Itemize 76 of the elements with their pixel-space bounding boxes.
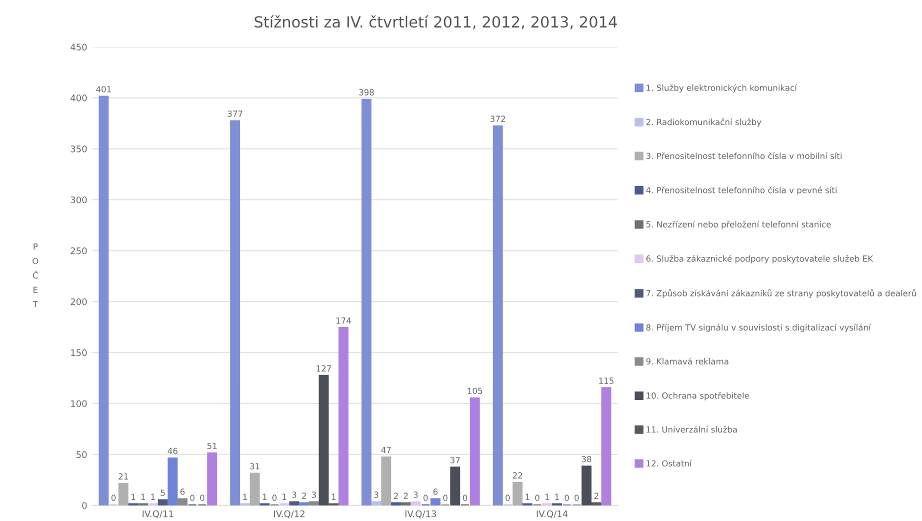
y-tick-label: 100 xyxy=(71,400,87,408)
data-label: 47 xyxy=(381,446,391,453)
data-label: 0 xyxy=(190,494,194,501)
data-label: 3 xyxy=(292,492,296,498)
data-label: 22 xyxy=(512,472,522,478)
data-label: 0 xyxy=(111,494,116,501)
data-label: 127 xyxy=(316,365,332,372)
x-tick-label: IV.Q/11 xyxy=(142,510,174,518)
data-label: 31 xyxy=(250,463,260,470)
data-label: 37 xyxy=(450,456,460,464)
data-label: 6 xyxy=(433,488,438,495)
y-axis-title: POČET xyxy=(32,244,38,308)
data-label: 1 xyxy=(282,494,286,500)
legend-label: 1. Služby elektronických komunikací xyxy=(646,84,798,93)
data-label: 401 xyxy=(96,86,111,92)
data-label: 1 xyxy=(555,494,559,500)
data-label: 0 xyxy=(272,494,277,501)
data-label: 5 xyxy=(160,490,165,496)
data-label: 0 xyxy=(443,494,448,501)
legend-label: 2. Radiokomunikační služby xyxy=(646,118,762,127)
data-label: 0 xyxy=(462,494,468,501)
legend-label: 8. Příjem TV signálu v souvislosti s digitalizací vysílání xyxy=(646,324,872,332)
data-label: 2 xyxy=(302,492,306,499)
legend-label: 7. Způsob získávání zákazníků ze strany poskytovatelů a dealerů xyxy=(646,289,916,298)
data-label: 377 xyxy=(228,110,242,117)
data-label: 0 xyxy=(564,494,569,501)
data-label: 21 xyxy=(118,473,128,480)
legend-label: 3. Přenositelnost telefonního čísla v mobilní síti xyxy=(646,152,842,160)
data-label: 3 xyxy=(414,492,418,498)
y-tick-label: 450 xyxy=(70,44,87,50)
chart-title: Stížnosti za IV. čtvrtletí 2011, 2012, 2013, 2014 xyxy=(254,15,617,30)
data-label: 38 xyxy=(582,456,592,462)
y-tick-label: 50 xyxy=(76,451,87,458)
data-label: 0 xyxy=(423,494,428,501)
data-label: 115 xyxy=(599,378,614,384)
y-tick-label: 400 xyxy=(70,94,87,102)
data-label: 398 xyxy=(359,89,374,96)
legend-label: 4. Přenositelnost telefonního čísla v pevné síti xyxy=(646,186,837,195)
data-label: 1 xyxy=(151,494,155,500)
y-tick-label: 200 xyxy=(70,298,87,306)
legend-label: 10. Ochrana spotřebitele xyxy=(646,392,750,400)
data-label: 1 xyxy=(141,494,145,500)
data-label: 372 xyxy=(490,116,505,122)
legend-label: 12. Ostatní xyxy=(646,460,692,467)
legend-label: 6. Služba zákaznické podpory poskytovatele služeb EK xyxy=(646,254,874,264)
y-tick-label: 250 xyxy=(70,247,87,254)
data-label: 1 xyxy=(262,494,267,500)
legend-label: 9. Klamavá reklama xyxy=(646,358,728,364)
x-tick-label: IV.Q/12 xyxy=(274,510,304,518)
data-label: 105 xyxy=(468,388,482,394)
data-label: 51 xyxy=(207,442,217,450)
data-label: 2 xyxy=(404,492,408,499)
data-label: 0 xyxy=(574,494,579,501)
y-tick-label: 350 xyxy=(70,146,87,152)
data-label: 1 xyxy=(526,494,530,500)
data-label: 0 xyxy=(506,494,510,501)
data-label: 0 xyxy=(200,494,204,501)
legend-label: 5. Nezřízení nebo přeložení telefonní stanice xyxy=(646,220,831,230)
data-label: 1 xyxy=(243,494,247,500)
data-label: 6 xyxy=(180,488,185,495)
legend-label: 11. Univerzální služba xyxy=(646,426,737,433)
y-tick-label: 300 xyxy=(70,196,87,204)
data-label: 3 xyxy=(312,492,316,498)
data-label: 1 xyxy=(545,494,549,500)
data-label: 0 xyxy=(535,494,540,501)
x-tick-label: IV.Q/13 xyxy=(405,510,436,518)
data-label: 174 xyxy=(336,318,351,324)
y-tick-label: 0 xyxy=(82,502,87,509)
data-label: 3 xyxy=(374,492,378,498)
y-tick-label: 150 xyxy=(71,349,87,356)
data-label: 2 xyxy=(594,492,598,499)
data-label: 1 xyxy=(132,494,136,500)
data-label: 1 xyxy=(332,494,336,500)
data-label: 2 xyxy=(394,492,398,499)
x-tick-label: IV.Q/14 xyxy=(536,510,568,518)
data-label: 46 xyxy=(168,448,178,454)
